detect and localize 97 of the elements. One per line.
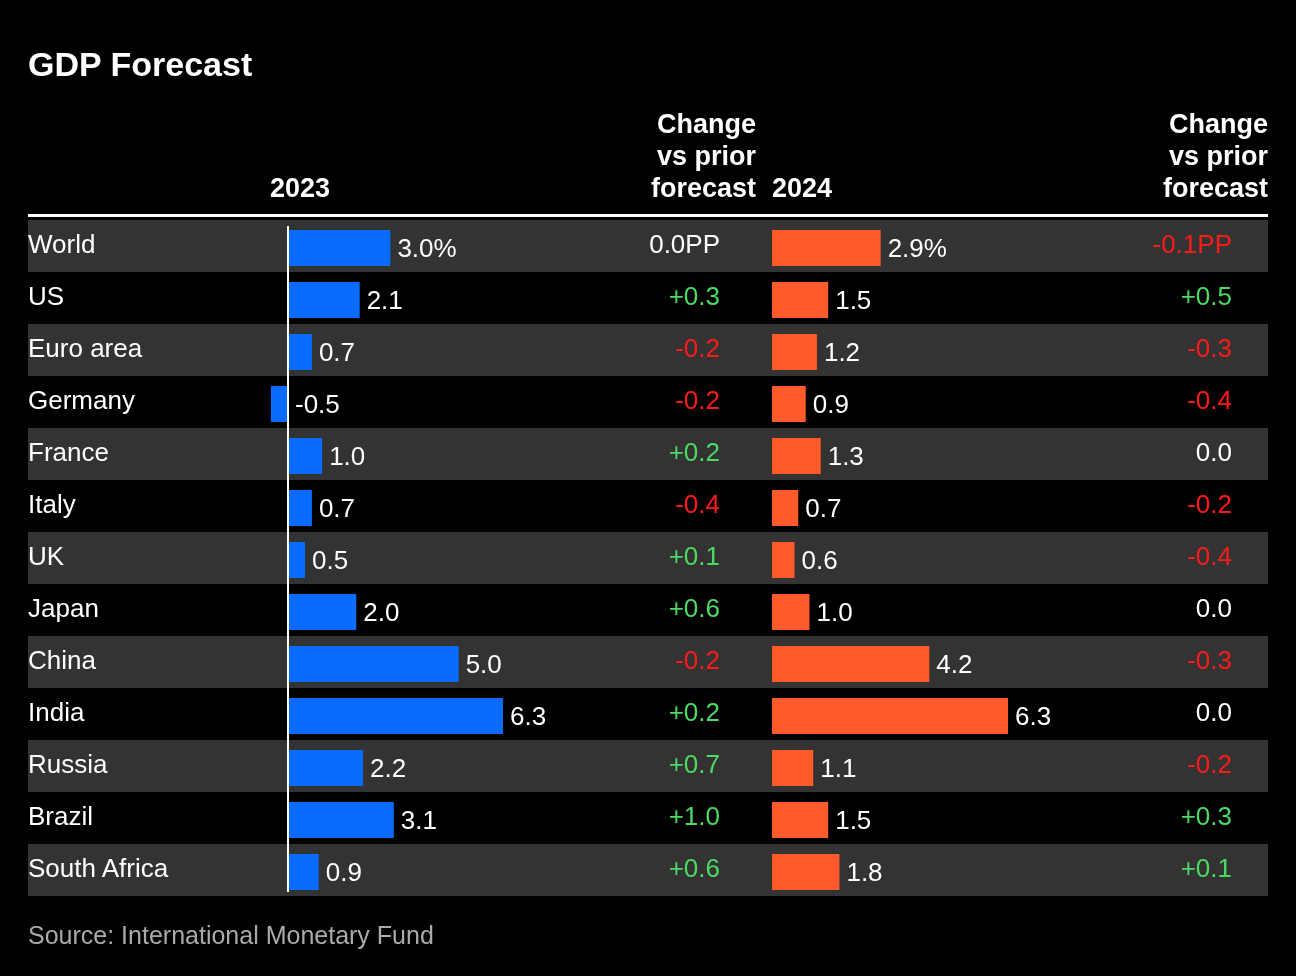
- data-label: 1.3: [827, 441, 864, 471]
- data-label: -0.5: [295, 389, 340, 419]
- bar: [288, 750, 364, 786]
- bar: [772, 750, 814, 786]
- bar: [288, 646, 459, 682]
- text: -0.2: [675, 645, 720, 675]
- data-label: 1.0: [816, 597, 853, 627]
- text: -0.2: [1187, 489, 1232, 519]
- data-label: 0.9: [812, 389, 849, 419]
- text: 0.0: [1195, 593, 1232, 623]
- text: +0.1: [1180, 853, 1232, 883]
- data-label: 1.2: [823, 337, 861, 367]
- bar: [772, 646, 930, 682]
- y-tick-label: China: [28, 645, 97, 675]
- data-label: 1.5: [835, 285, 872, 315]
- bar: [772, 334, 817, 370]
- bar: [772, 386, 806, 422]
- y-tick-label: Italy: [28, 489, 76, 519]
- text: +0.6: [668, 853, 720, 883]
- data-label: 2.1: [366, 285, 403, 315]
- bar: [288, 230, 391, 266]
- bar: [288, 594, 357, 630]
- bar: [772, 230, 881, 266]
- y-tick-label: US: [28, 281, 65, 311]
- bar: [288, 802, 394, 838]
- x-axis-title: 2024: [772, 173, 833, 203]
- bar: [288, 334, 312, 370]
- data-label: 5.0: [465, 649, 502, 679]
- data-label: 0.9: [325, 857, 362, 887]
- bar: [772, 698, 1008, 734]
- data-label: 0.6: [801, 545, 838, 575]
- data-label: 2.9%: [887, 233, 947, 263]
- source-note: Source: International Monetary Fund: [28, 921, 434, 949]
- bar: [270, 386, 288, 422]
- data-label: 3.0%: [397, 233, 457, 263]
- bar: [772, 594, 810, 630]
- text: 0.0PP: [649, 229, 720, 259]
- text: -0.4: [1187, 385, 1232, 415]
- data-label: 6.3: [1015, 701, 1052, 731]
- bar: [772, 854, 840, 890]
- text: +0.7: [668, 749, 720, 779]
- text: -0.2: [675, 385, 720, 415]
- bar: [772, 438, 821, 474]
- data-label: 1.5: [835, 805, 872, 835]
- text: +0.3: [1180, 801, 1232, 831]
- data-label: 3.1: [400, 805, 437, 835]
- text: -0.4: [1187, 541, 1232, 571]
- text: +1.0: [668, 801, 720, 831]
- bar: [772, 542, 795, 578]
- bar: [288, 490, 312, 526]
- text: -0.1PP: [1152, 229, 1232, 259]
- y-tick-label: India: [28, 697, 85, 727]
- data-label: 1.0: [329, 441, 366, 471]
- text: 0.0: [1195, 437, 1232, 467]
- bar: [288, 542, 306, 578]
- y-tick-label: UK: [28, 541, 65, 571]
- y-tick-label: Japan: [28, 593, 99, 623]
- bar: [288, 282, 360, 318]
- data-label: 0.7: [318, 493, 356, 523]
- chart-title: GDP Forecast: [28, 45, 253, 83]
- y-tick-label: France: [28, 437, 109, 467]
- data-label: 4.2: [936, 649, 973, 679]
- text: +0.6: [668, 593, 720, 623]
- bar: [288, 438, 323, 474]
- text: -0.4: [675, 489, 720, 519]
- bar: [772, 802, 829, 838]
- data-label: 6.3: [510, 701, 547, 731]
- bar: [288, 854, 319, 890]
- data-label: 2.0: [363, 597, 400, 627]
- data-label: 1.8: [846, 857, 883, 887]
- data-label: 0.7: [805, 493, 842, 523]
- data-label: 1.1: [820, 753, 857, 783]
- y-tick-label: Brazil: [28, 801, 94, 831]
- text: -0.2: [1187, 749, 1232, 779]
- x-axis-title: 2023: [270, 173, 331, 203]
- y-tick-label: World: [28, 229, 96, 259]
- y-tick-label: South Africa: [28, 853, 169, 883]
- y-tick-label: Russia: [28, 749, 109, 779]
- text: +0.5: [1180, 281, 1232, 311]
- data-label: 0.7: [318, 337, 356, 367]
- y-tick-label: Euro area: [28, 333, 143, 363]
- text: +0.3: [668, 281, 720, 311]
- y-tick-label: Germany: [28, 385, 135, 415]
- bar: [772, 282, 829, 318]
- text: 0.0: [1195, 697, 1232, 727]
- text: -0.2: [675, 333, 720, 363]
- text: +0.2: [668, 697, 720, 727]
- data-label: 2.2: [370, 753, 407, 783]
- text: Change vs prior forecast: [650, 109, 757, 203]
- text: +0.1: [668, 541, 720, 571]
- text: Change vs prior forecast: [1162, 109, 1269, 203]
- bar: [288, 698, 503, 734]
- bar: [772, 490, 799, 526]
- text: +0.2: [668, 437, 720, 467]
- data-label: 0.5: [312, 545, 349, 575]
- text: -0.3: [1187, 645, 1232, 675]
- text: -0.3: [1187, 333, 1232, 363]
